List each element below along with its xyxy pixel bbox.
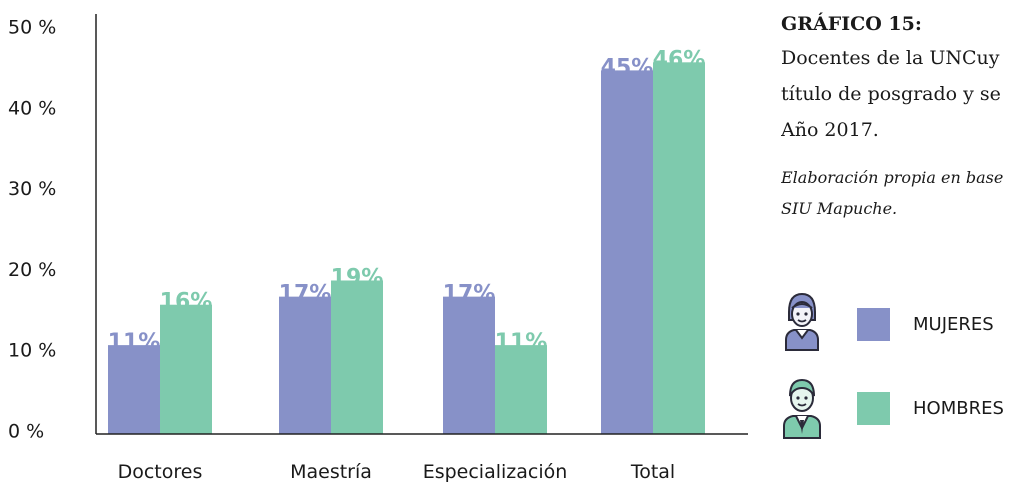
y-tick-label: 10 % bbox=[8, 340, 56, 362]
bar bbox=[443, 296, 495, 434]
legend-label: MUJERES bbox=[913, 314, 994, 335]
data-label: 45% bbox=[601, 55, 654, 80]
x-category-label: Especialización bbox=[423, 461, 568, 483]
data-labels: 11%16% 17%19%17%11%45% 46% bbox=[108, 47, 706, 355]
y-tick-label: 30 % bbox=[8, 178, 56, 200]
man-icon bbox=[783, 378, 821, 439]
legend-swatch-mujeres bbox=[857, 308, 890, 341]
x-category-label: Total bbox=[630, 461, 675, 483]
x-category-label: Doctores bbox=[118, 461, 203, 483]
y-tick-label: 40 % bbox=[8, 97, 56, 119]
data-label: 11% bbox=[108, 330, 161, 355]
data-label: 16% bbox=[160, 290, 213, 315]
bar bbox=[108, 345, 160, 434]
data-label: 46% bbox=[653, 47, 706, 72]
bar-chart: 0 %10 %20 %30 %40 %50 % 11%16% 17%19%17%1… bbox=[8, 14, 748, 483]
y-tick-label: 0 % bbox=[8, 421, 44, 443]
bar bbox=[331, 280, 383, 434]
bar bbox=[495, 345, 547, 434]
source-note: Elaboración propia en base bbox=[781, 168, 1004, 187]
bars bbox=[108, 62, 705, 435]
x-axis-categories: Doctores Maestría Especialización Total bbox=[118, 461, 676, 483]
caption-line: título de posgrado y se bbox=[781, 83, 1001, 105]
bar bbox=[601, 70, 653, 435]
data-label: 17% bbox=[443, 282, 496, 307]
legend-label: HOMBRES bbox=[913, 398, 1004, 419]
data-label: 17% bbox=[279, 282, 332, 307]
caption-line: Año 2017. bbox=[781, 119, 879, 141]
bar bbox=[160, 304, 212, 434]
bar bbox=[653, 62, 705, 434]
data-label: 19% bbox=[331, 265, 384, 290]
chart-title: GRÁFICO 15: bbox=[781, 13, 922, 35]
caption-line: Docentes de la UNCuy bbox=[781, 47, 1000, 69]
x-category-label: Maestría bbox=[290, 461, 372, 483]
chart-caption: GRÁFICO 15: Docentes de la UNCuy título … bbox=[781, 8, 1024, 224]
y-tick-label: 20 % bbox=[8, 259, 56, 281]
legend-swatch-hombres bbox=[857, 392, 890, 425]
bar bbox=[279, 296, 331, 434]
data-label: 11% bbox=[495, 330, 548, 355]
y-tick-label: 50 % bbox=[8, 17, 56, 39]
source-note: SIU Mapuche. bbox=[781, 199, 898, 218]
woman-icon bbox=[785, 292, 819, 351]
y-axis-ticks: 0 % 10 % 20 % 30 % 40 % 50 % bbox=[8, 17, 56, 443]
